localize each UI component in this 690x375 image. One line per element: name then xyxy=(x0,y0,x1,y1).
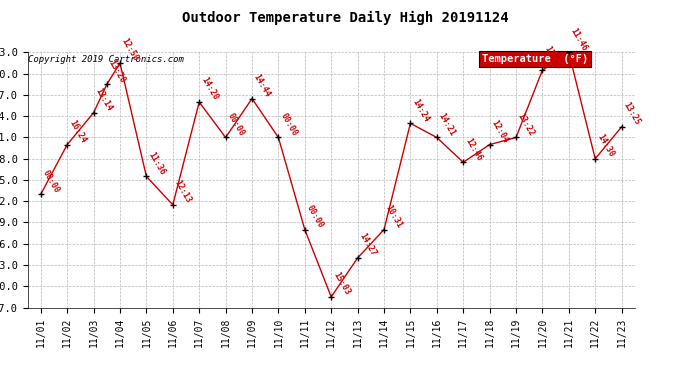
Text: 14:24: 14:24 xyxy=(411,97,431,123)
Text: 14:27: 14:27 xyxy=(357,232,378,258)
Text: 15:03: 15:03 xyxy=(331,271,351,297)
Text: 12:04: 12:04 xyxy=(490,118,510,145)
Text: 13:14: 13:14 xyxy=(94,87,114,113)
Text: 11:36: 11:36 xyxy=(146,150,167,177)
Text: 13:22: 13:22 xyxy=(516,111,536,138)
Text: 00:00: 00:00 xyxy=(305,203,325,229)
Text: 14:30: 14:30 xyxy=(595,133,615,159)
Text: 00:00: 00:00 xyxy=(226,111,246,138)
Text: 00:00: 00:00 xyxy=(278,111,299,138)
Text: 14:44: 14:44 xyxy=(252,72,273,99)
Text: 11:46: 11:46 xyxy=(542,44,562,70)
Text: 12:46: 12:46 xyxy=(463,136,484,162)
Text: Temperature  (°F): Temperature (°F) xyxy=(482,54,588,64)
Text: 10:31: 10:31 xyxy=(384,203,404,229)
Text: Copyright 2019 Cartronics.com: Copyright 2019 Cartronics.com xyxy=(28,55,184,64)
Text: 13:25: 13:25 xyxy=(622,101,642,127)
Text: 00:00: 00:00 xyxy=(41,168,61,194)
Text: Outdoor Temperature Daily High 20191124: Outdoor Temperature Daily High 20191124 xyxy=(181,11,509,26)
Text: 11:46: 11:46 xyxy=(569,26,589,53)
Text: 12:13: 12:13 xyxy=(172,178,193,205)
Text: 12:50: 12:50 xyxy=(120,37,140,63)
Text: 13:20: 13:20 xyxy=(107,58,127,84)
Text: 14:21: 14:21 xyxy=(437,111,457,138)
Text: 16:24: 16:24 xyxy=(67,118,88,145)
Text: 14:20: 14:20 xyxy=(199,76,219,102)
